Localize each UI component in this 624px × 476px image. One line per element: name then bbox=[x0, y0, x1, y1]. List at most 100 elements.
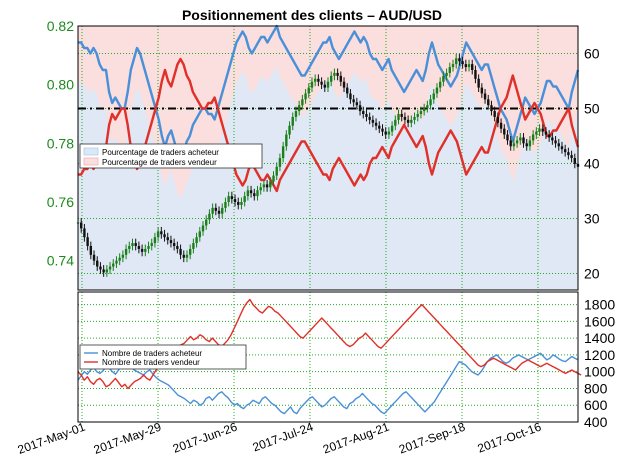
price-candle-body bbox=[515, 140, 519, 144]
price-candle-body bbox=[192, 243, 195, 249]
y-right-tick-label: 60 bbox=[584, 46, 600, 62]
price-candle-body bbox=[243, 196, 246, 202]
legend-swatch-buyers-percent bbox=[83, 147, 99, 156]
price-candle-body bbox=[490, 105, 493, 112]
price-candle-body bbox=[201, 225, 205, 232]
price-candle-body bbox=[313, 78, 317, 82]
price-candle-body bbox=[458, 58, 461, 62]
price-candle-body bbox=[227, 196, 230, 202]
price-candle-body bbox=[326, 81, 330, 88]
upper-legend: Pourcentage de traders acheteurPourcenta… bbox=[79, 143, 263, 169]
price-candle-body bbox=[480, 87, 484, 94]
price-candle-body bbox=[438, 81, 442, 88]
price-candle-body bbox=[535, 131, 538, 135]
y-right-tick-label: 50 bbox=[584, 101, 600, 117]
price-candle-body bbox=[185, 254, 189, 258]
price-candle-body bbox=[140, 248, 144, 252]
y-right-tick-label: 40 bbox=[584, 156, 600, 172]
price-candle-body bbox=[451, 64, 455, 68]
price-candle-body bbox=[169, 240, 173, 244]
y-right-lower-tick-label: 1600 bbox=[584, 313, 615, 329]
price-candle-body bbox=[442, 75, 445, 82]
price-candle-body bbox=[464, 64, 468, 68]
price-candle-body bbox=[172, 243, 176, 246]
lower-legend-box bbox=[79, 344, 247, 370]
price-candle-body bbox=[182, 254, 185, 258]
price-candle-body bbox=[509, 140, 512, 147]
price-candle-body bbox=[397, 114, 400, 120]
price-candle-body bbox=[150, 243, 153, 246]
price-candle-body bbox=[265, 184, 269, 188]
price-candle-body bbox=[483, 93, 487, 100]
legend-label-buyers-count: Nombre de traders acheteur bbox=[102, 349, 202, 358]
price-candle-body bbox=[394, 119, 397, 126]
y-left-tick-label: 0.74 bbox=[47, 253, 74, 269]
price-candle-body bbox=[246, 190, 250, 197]
price-candle-body bbox=[131, 243, 134, 246]
y-left-tick-label: 0.76 bbox=[47, 194, 74, 210]
price-candle-body bbox=[275, 166, 278, 176]
price-candle-body bbox=[208, 213, 211, 220]
price-candle-body bbox=[323, 84, 326, 88]
price-candle-body bbox=[188, 248, 192, 255]
price-candle-body bbox=[269, 181, 272, 188]
price-candle-body bbox=[156, 231, 160, 238]
price-candle-body bbox=[249, 190, 253, 194]
price-candle-body bbox=[211, 207, 214, 214]
price-candle-body bbox=[355, 102, 359, 106]
price-candle-body bbox=[445, 72, 448, 76]
price-candle-body bbox=[506, 134, 509, 141]
price-candle-body bbox=[525, 143, 528, 147]
price-candle-body bbox=[499, 122, 503, 129]
price-candle-body bbox=[153, 237, 157, 244]
price-candle-body bbox=[262, 184, 266, 188]
price-candle-body bbox=[336, 72, 339, 76]
price-candle-body bbox=[522, 137, 525, 144]
price-candle-body bbox=[346, 87, 349, 94]
y-right-lower-tick-label: 1000 bbox=[584, 364, 615, 380]
price-candle-body bbox=[317, 78, 320, 82]
price-candle-body bbox=[102, 269, 105, 273]
price-candle-body bbox=[471, 64, 474, 70]
price-candle-body bbox=[567, 152, 570, 156]
price-candle-body bbox=[477, 78, 480, 88]
chart-title: Positionnement des clients – AUD/USD bbox=[182, 7, 442, 23]
price-candle-body bbox=[342, 81, 346, 88]
price-candle-body bbox=[349, 93, 352, 100]
upper-frame bbox=[77, 25, 579, 291]
price-candle-body bbox=[233, 199, 237, 202]
price-candle-body bbox=[195, 237, 198, 244]
price-candle-body bbox=[115, 260, 118, 264]
price-candle-body bbox=[496, 116, 500, 123]
price-candle-body bbox=[554, 140, 557, 144]
series-buyers-percent-line bbox=[78, 24, 580, 160]
legend-label-sellers-percent: Pourcentage de traders vendeur bbox=[102, 158, 217, 167]
price-candle-body bbox=[134, 243, 137, 246]
price-candle-body bbox=[461, 61, 464, 65]
price-candle-body bbox=[291, 116, 294, 126]
price-candle-body bbox=[413, 116, 416, 120]
y-left-tick-label: 0.82 bbox=[47, 18, 74, 34]
price-candle-body bbox=[352, 99, 355, 103]
price-candle-body bbox=[96, 260, 99, 267]
price-candle-body bbox=[230, 196, 234, 200]
price-candle-body bbox=[547, 134, 551, 138]
price-candle-body bbox=[487, 99, 490, 106]
price-candle-body bbox=[410, 119, 413, 123]
price-candle-body bbox=[217, 210, 221, 214]
price-candle-body bbox=[294, 111, 298, 117]
price-candle-body bbox=[493, 111, 496, 117]
price-candle-body bbox=[429, 99, 432, 106]
price-candle-body bbox=[320, 81, 323, 85]
price-candle-body bbox=[365, 114, 368, 117]
price-candle-body bbox=[221, 207, 224, 214]
price-candle-body bbox=[86, 237, 89, 246]
upper-legend-box bbox=[79, 143, 263, 169]
y-right-lower-tick-label: 800 bbox=[584, 380, 608, 396]
price-candle-body bbox=[384, 131, 387, 135]
x-tick-label: 2017-May-29 bbox=[92, 420, 164, 457]
price-candle-body bbox=[387, 131, 391, 135]
price-candle-body bbox=[416, 114, 419, 117]
